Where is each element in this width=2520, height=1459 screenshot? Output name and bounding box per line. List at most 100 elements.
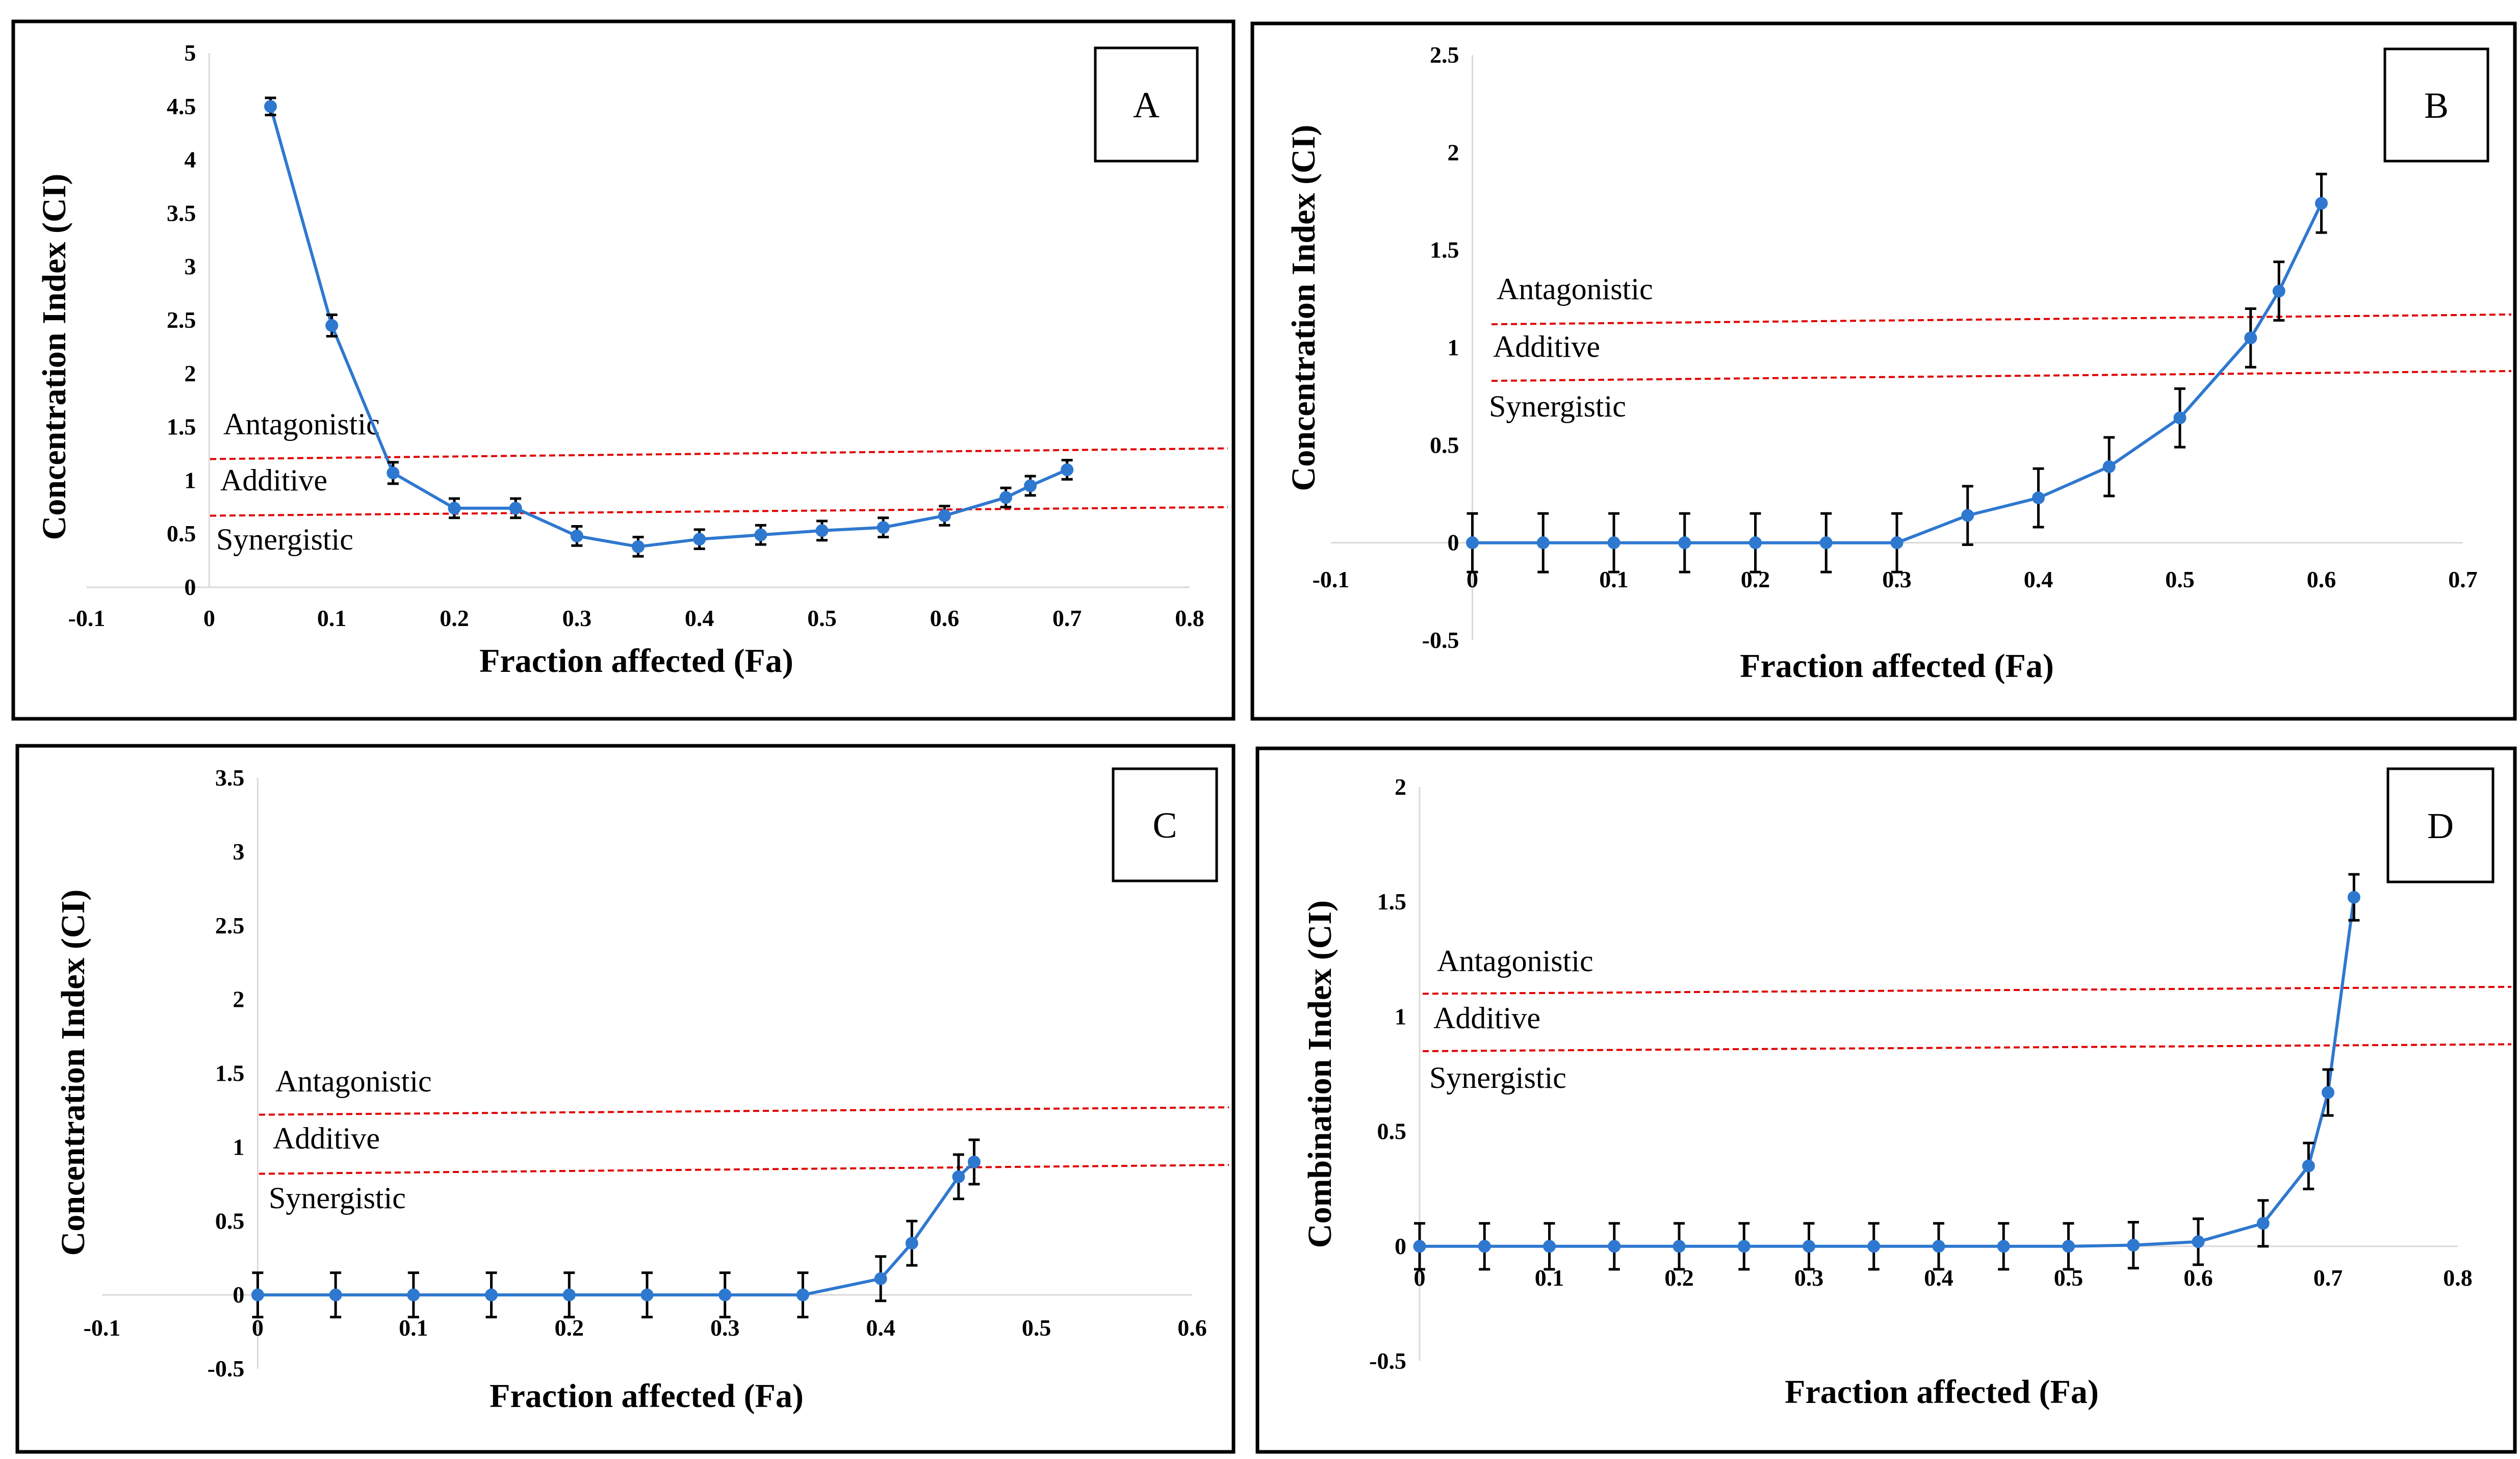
reference-line	[210, 506, 1228, 517]
y-tick-label: -0.5	[1369, 1348, 1406, 1374]
data-point	[938, 509, 951, 523]
reference-line	[259, 1106, 1229, 1116]
region-label-additive: Additive	[220, 463, 327, 497]
data-point	[325, 319, 339, 332]
x-tick-label: 0	[203, 605, 215, 631]
panel-label-box	[2386, 767, 2495, 883]
data-point	[509, 502, 522, 515]
y-tick-label: 0	[184, 574, 196, 600]
data-point	[693, 533, 706, 546]
y-tick-label: 4	[184, 147, 196, 173]
x-tick-label: 0.5	[1022, 1315, 1051, 1341]
data-point	[2322, 1086, 2334, 1099]
data-point	[387, 466, 400, 480]
data-point	[877, 521, 890, 534]
data-point	[2302, 1159, 2315, 1173]
data-point	[407, 1288, 420, 1301]
y-tick-label: 0.5	[1430, 432, 1459, 458]
data-point	[2256, 1217, 2270, 1230]
y-tick-label: 2.5	[215, 913, 245, 939]
y-tick-label: -0.5	[1422, 627, 1459, 653]
series-line	[1472, 202, 2323, 544]
data-point	[1867, 1240, 1881, 1253]
x-tick-label: 0	[1414, 1265, 1426, 1291]
data-point	[264, 100, 277, 113]
data-point	[1413, 1240, 1426, 1253]
region-label-synergistic: Synergistic	[1429, 1061, 1566, 1095]
y-tick-label: 4.5	[167, 93, 196, 119]
series-line	[258, 1161, 975, 1297]
data-point	[1673, 1240, 1686, 1253]
panel-label: C	[1152, 805, 1177, 846]
region-label-synergistic: Synergistic	[216, 523, 353, 556]
data-point	[796, 1288, 809, 1301]
data-point	[1466, 536, 1479, 550]
data-point	[1061, 463, 1074, 476]
x-tick-label: -0.1	[68, 605, 106, 631]
data-point	[952, 1170, 965, 1183]
y-tick-label: 2	[1395, 774, 1406, 800]
reference-line	[1491, 370, 2512, 382]
panel-c-chart: -0.5 0 0.5 1 1.5 2 2.5 3 3.5 -0.1 0 0.1 0.2 0.3 0.4 0.5…	[55, 765, 1229, 1415]
x-tick-label: 0.8	[2443, 1265, 2473, 1291]
y-tick-label: 0	[1395, 1233, 1406, 1259]
data-point	[2347, 891, 2360, 904]
region-label-additive: Additive	[1433, 1001, 1540, 1035]
y-tick-label: 1	[1395, 1003, 1406, 1029]
region-label-antagonistic: Antagonistic	[275, 1064, 432, 1098]
panel-a-chart: 0 0.5 1 1.5 2 2.5 3 3.5 4 4.5 5 -0.1 0 0.1 0.2 0.3 0.4 0.…	[36, 40, 1228, 680]
region-label-antagonistic: Antagonistic	[223, 407, 380, 441]
y-tick-label: 1	[184, 467, 196, 493]
series-line	[269, 106, 1068, 549]
y-tick-label: 1.5	[167, 414, 196, 440]
data-point	[1737, 1240, 1751, 1253]
x-axis-title: Fraction affected (Fa)	[490, 1377, 804, 1415]
reference-line	[1422, 985, 2512, 995]
y-tick-label: 2	[1448, 139, 1459, 165]
data-point	[1961, 509, 1974, 522]
x-tick-label: -0.1	[1313, 566, 1350, 592]
y-tick-label: 0.5	[1377, 1118, 1407, 1144]
x-tick-label: 0.4	[2024, 566, 2053, 592]
data-point	[2102, 460, 2116, 473]
y-tick-label: 3	[184, 253, 196, 279]
panel-b-chart: -0.500.511.522.5-0.1 0 0.1 0.2 0.3 0.4 0.5 0.6 0…	[1285, 42, 2512, 685]
reference-line	[1422, 1043, 2512, 1052]
y-tick-label: 2.5	[167, 307, 196, 333]
y-tick-label: 1.5	[1377, 889, 1407, 915]
y-tick-label: 0	[1448, 530, 1459, 556]
y-axis-title: Concentration Index (CI)	[36, 174, 73, 540]
data-point	[1890, 536, 1904, 550]
x-tick-label: 0.1	[399, 1315, 428, 1341]
panel-d-frame	[1255, 746, 2517, 1454]
y-tick-label: 1	[233, 1134, 244, 1160]
data-point	[448, 502, 461, 515]
x-tick-label: 0.7	[1052, 605, 1082, 631]
x-axis-title: Fraction affected (Fa)	[1740, 647, 2054, 685]
x-tick-label: 0.7	[2313, 1265, 2343, 1291]
data-point	[2315, 197, 2328, 210]
data-point	[2173, 411, 2187, 425]
panel-label-box	[2383, 47, 2489, 163]
data-point	[2062, 1240, 2075, 1253]
y-tick-label: 2	[184, 360, 196, 386]
x-tick-label: 0.4	[866, 1315, 895, 1341]
data-point	[251, 1288, 264, 1301]
x-tick-label: 0.6	[930, 605, 960, 631]
x-tick-label: 0.6	[2307, 566, 2336, 592]
data-point	[1543, 1240, 1556, 1253]
data-point	[718, 1288, 732, 1301]
data-point	[562, 1288, 576, 1301]
data-point	[1749, 536, 1762, 550]
y-tick-label: 3.5	[167, 200, 196, 226]
panel-a-frame	[11, 19, 1236, 721]
region-label-antagonistic: Antagonistic	[1497, 272, 1653, 306]
data-point	[2244, 331, 2257, 345]
x-axis-title: Fraction affected (Fa)	[479, 642, 793, 680]
panel-label-box	[1094, 46, 1199, 163]
data-point	[874, 1272, 887, 1285]
x-tick-label: 0.4	[685, 605, 714, 631]
reference-line	[210, 447, 1228, 460]
x-tick-label: 0	[252, 1315, 264, 1341]
